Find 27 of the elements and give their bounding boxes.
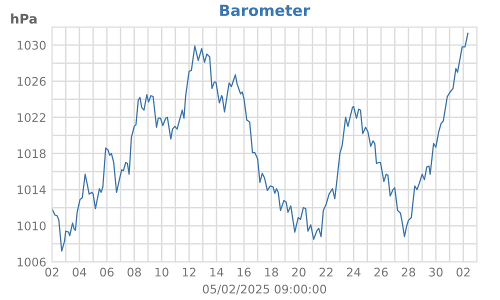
x-tick-label: 02	[456, 268, 470, 277]
x-tick-label: 04	[72, 268, 86, 277]
y-tick-label: 1010	[18, 221, 46, 230]
x-tick-label: 08	[128, 268, 141, 277]
chart-title: Barometer	[220, 4, 310, 16]
x-tick-label: 28	[402, 268, 416, 277]
y-axis-title: hPa	[11, 14, 37, 24]
x-tick-label: 10	[155, 268, 168, 277]
y-tick-label: 1022	[18, 113, 46, 122]
x-tick-label: 18	[265, 268, 278, 277]
x-tick-label: 22	[320, 268, 333, 276]
x-tick-label: 30	[429, 268, 443, 277]
line-series	[52, 32, 468, 252]
y-tick-label: 1006	[18, 258, 46, 267]
x-tick-label: 24	[346, 268, 360, 276]
x-tick-label: 26	[374, 268, 388, 277]
x-tick-label: 16	[238, 268, 251, 277]
y-tick-label: 1014	[18, 185, 46, 194]
x-axis-title: 05/02/2025 09:00:00	[202, 284, 326, 295]
y-tick-label: 1030	[18, 40, 46, 50]
y-tick-label: 1026	[18, 76, 46, 86]
x-tick-label: 20	[292, 268, 306, 277]
y-tick-label: 1018	[18, 149, 46, 158]
x-tick-label: 14	[210, 268, 224, 276]
x-tick-label: 12	[182, 268, 196, 276]
x-tick-label: 02	[45, 268, 58, 277]
x-tick-label: 06	[100, 268, 114, 277]
